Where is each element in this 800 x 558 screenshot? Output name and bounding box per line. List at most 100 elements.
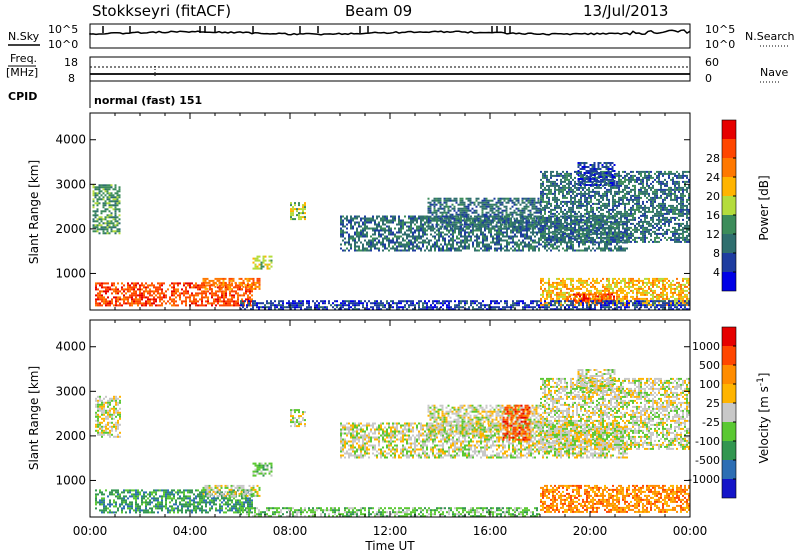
- power-cell: [592, 172, 594, 174]
- power-cell: [472, 234, 474, 236]
- power-cell: [570, 221, 572, 223]
- power-cell: [650, 171, 652, 173]
- power-cell: [133, 288, 135, 290]
- noise-tick-top-left: 10^5: [48, 23, 78, 36]
- power-cell: [534, 200, 536, 202]
- power-cell: [636, 199, 638, 201]
- power-cell: [408, 236, 410, 238]
- power-cell: [634, 185, 636, 187]
- power-cell: [614, 237, 616, 239]
- power-cell: [139, 290, 141, 292]
- power-cell: [213, 280, 215, 282]
- power-cell: [584, 248, 586, 250]
- power-cell: [624, 181, 626, 183]
- power-cell: [350, 224, 352, 226]
- power-cell: [680, 205, 682, 207]
- power-cell: [416, 236, 418, 238]
- power-cell: [257, 256, 259, 258]
- power-cell: [612, 235, 614, 237]
- power-cell: [472, 202, 474, 204]
- power-cell: [464, 204, 466, 206]
- power-cell: [542, 233, 544, 235]
- power-cell: [400, 228, 402, 230]
- power-cell: [634, 179, 636, 181]
- power-cell: [478, 204, 480, 206]
- power-cell: [616, 201, 618, 203]
- power-cell: [123, 294, 125, 296]
- power-cell: [682, 219, 684, 221]
- power-cell: [610, 239, 612, 241]
- power-cell: [666, 189, 668, 191]
- power-cell: [292, 218, 294, 220]
- power-cell: [127, 290, 129, 292]
- power-cell: [209, 292, 211, 294]
- power-cell: [622, 237, 624, 239]
- power-cell: [548, 203, 550, 205]
- power-cell: [624, 175, 626, 177]
- power-cell: [558, 207, 560, 209]
- power-cell: [580, 191, 582, 193]
- power-cell: [448, 230, 450, 232]
- power-cell: [600, 172, 602, 174]
- power-cell: [292, 212, 294, 214]
- power-cell: [304, 212, 306, 214]
- power-cell: [506, 230, 508, 232]
- power-cell: [119, 296, 121, 298]
- power-cell: [472, 212, 474, 214]
- power-cell: [107, 214, 109, 216]
- power-cell: [109, 300, 111, 302]
- power-cell: [586, 223, 588, 225]
- power-cell: [534, 232, 536, 234]
- power-cell: [576, 213, 578, 215]
- power-cell: [600, 187, 602, 189]
- power-cell: [101, 228, 103, 230]
- power-cell: [99, 228, 101, 230]
- power-cell: [145, 288, 147, 290]
- power-cell: [616, 239, 618, 241]
- power-cell: [510, 198, 512, 200]
- power-cell: [474, 202, 476, 204]
- power-cell: [145, 300, 147, 302]
- power-cell: [686, 241, 688, 243]
- power-cell: [422, 218, 424, 220]
- power-cell: [488, 206, 490, 208]
- power-cell: [628, 233, 630, 235]
- power-cell: [442, 248, 444, 250]
- power-cell: [582, 233, 584, 235]
- power-cell: [674, 193, 676, 195]
- power-cell: [410, 236, 412, 238]
- power-cell: [410, 216, 412, 218]
- power-cell: [524, 210, 526, 212]
- power-cell: [454, 206, 456, 208]
- power-cell: [448, 232, 450, 234]
- power-cell: [119, 188, 121, 190]
- power-cell: [298, 218, 300, 220]
- power-cell: [536, 222, 538, 224]
- power-cell: [294, 208, 296, 210]
- power-cell: [147, 298, 149, 300]
- power-cell: [572, 211, 574, 213]
- power-cell: [560, 207, 562, 209]
- power-cell: [606, 219, 608, 221]
- power-cell: [616, 193, 618, 195]
- power-cell: [402, 250, 404, 252]
- power-cell: [594, 244, 596, 246]
- power-cell: [113, 188, 115, 190]
- power-cell: [404, 216, 406, 218]
- power-cell: [590, 215, 592, 217]
- power-cell: [233, 278, 235, 280]
- power-cell: [658, 189, 660, 191]
- power-cell: [606, 197, 608, 199]
- power-cell: [638, 195, 640, 197]
- power-cell: [680, 211, 682, 213]
- power-cell: [664, 191, 666, 193]
- power-cell: [566, 223, 568, 225]
- power-cell: [676, 233, 678, 235]
- power-cell: [680, 209, 682, 211]
- power-cell: [594, 195, 596, 197]
- power-cell: [458, 250, 460, 252]
- power-cell: [546, 195, 548, 197]
- power-cell: [450, 216, 452, 218]
- power-cell: [464, 208, 466, 210]
- power-cell: [340, 220, 342, 222]
